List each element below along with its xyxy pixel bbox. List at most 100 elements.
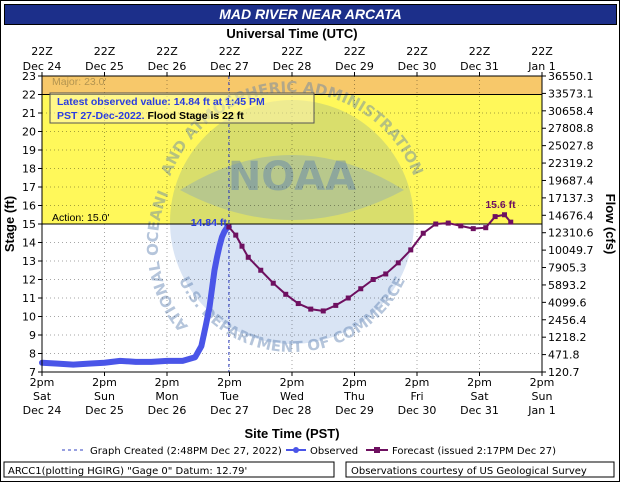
y-tick-label: 21	[22, 107, 36, 120]
annotation-line1: Latest observed value: 14.84 ft at 1:45 …	[57, 96, 265, 108]
y2-tick-label: 27808.8	[548, 122, 594, 135]
top-tick-label-time: 22Z	[281, 45, 303, 58]
forecast-point	[320, 308, 326, 314]
y-tick-label: 12	[22, 274, 36, 287]
y-tick-label: 13	[22, 255, 36, 268]
forecast-point	[270, 280, 276, 286]
top-tick-label-time: 22Z	[156, 45, 178, 58]
legend-forecast-marker	[374, 447, 380, 453]
bottom-tick-label-day: Wed	[280, 390, 304, 403]
y2-tick-label: 30658.4	[548, 105, 594, 118]
bottom-tick-label-time: 2pm	[30, 376, 55, 389]
forecast-point	[233, 232, 239, 238]
bottom-tick-label-date: Dec 24	[23, 404, 62, 417]
y-tick-label: 9	[29, 329, 36, 342]
legend-observed-label: Observed	[310, 446, 358, 457]
bottom-tick-label-time: 2pm	[217, 376, 242, 389]
forecast-peak-label: 15.6 ft	[485, 199, 516, 211]
y2-tick-label: 10049.7	[548, 244, 594, 257]
footer-left-box	[3, 461, 335, 478]
bottom-tick-label-day: Thu	[343, 390, 365, 403]
top-tick-label-date: Dec 25	[85, 60, 124, 73]
top-tick-label-date: Jan 1	[527, 60, 555, 73]
latest-observed-box: Latest observed value: 14.84 ft at 1:45 …	[49, 92, 315, 124]
y-tick-label: 18	[22, 163, 36, 176]
chart-title: MAD RIVER NEAR ARCATA	[219, 6, 402, 22]
bottom-tick-label-date: Dec 29	[335, 404, 374, 417]
top-tick-label-time: 22Z	[344, 45, 366, 58]
bottom-tick-label-time: 2pm	[467, 376, 492, 389]
forecast-point	[408, 247, 414, 253]
bottom-tick-label-day: Sun	[532, 390, 553, 403]
forecast-point	[433, 221, 439, 227]
top-tick-label-time: 22Z	[94, 45, 116, 58]
footer-right-box	[345, 461, 615, 478]
legend: Graph Created (2:48PM Dec 27, 2022) Obse…	[62, 446, 556, 457]
y-tick-label: 19	[22, 144, 36, 157]
y-tick-label: 8	[29, 348, 36, 361]
y2-tick-label: 1218.2	[548, 331, 587, 344]
major-label: Major: 23.0'	[52, 76, 107, 88]
annotation-line2: PST 27-Dec-2022. Flood Stage is 22 ft	[57, 110, 244, 122]
y2-tick-label: 5893.2	[548, 279, 587, 292]
y-tick-label: 22	[22, 89, 36, 102]
noaa-disc	[170, 100, 414, 344]
forecast-point	[383, 271, 389, 277]
top-tick-label-date: Dec 31	[460, 60, 499, 73]
top-tick-label-time: 22Z	[31, 45, 53, 58]
bottom-tick-label-day: Sat	[33, 390, 52, 403]
annotation-box	[49, 92, 315, 124]
bottom-tick-label-day: Sat	[470, 390, 489, 403]
bottom-tick-label-date: Dec 30	[398, 404, 437, 417]
top-tick-label-time: 22Z	[219, 45, 241, 58]
legend-created-label: Graph Created (2:48PM Dec 27, 2022)	[90, 446, 282, 457]
forecast-point	[295, 301, 301, 307]
forecast-point	[370, 277, 376, 282]
bottom-tick-label-time: 2pm	[280, 376, 305, 389]
bottom-tick-label-date: Jan 1	[527, 404, 555, 417]
y-tick-label: 7	[29, 366, 36, 379]
major-flood-band	[42, 76, 542, 95]
y2-tick-label: 471.8	[548, 349, 580, 362]
forecast-point	[345, 295, 351, 301]
noaa-logo-text: NOAA	[228, 154, 356, 200]
forecast-point	[333, 302, 339, 308]
top-tick-label-date: Dec 30	[398, 60, 437, 73]
y-tick-label: 15	[22, 218, 36, 231]
bottom-tick-label-day: Sun	[94, 390, 115, 403]
forecast-point	[458, 223, 464, 229]
footer: ARCC1(plotting HGIRG) "Gage 0" Datum: 12…	[3, 461, 615, 478]
action-label: Action: 15.0'	[52, 212, 109, 224]
forecast-point	[445, 220, 451, 226]
y2-tick-label: 25027.8	[548, 140, 594, 153]
forecast-point	[308, 306, 314, 312]
forecast-point	[245, 254, 251, 260]
y-tick-label: 10	[22, 311, 36, 324]
bottom-tick-label-time: 2pm	[530, 376, 555, 389]
forecast-point	[508, 219, 514, 225]
top-tick-label-time: 22Z	[469, 45, 491, 58]
noaa-gull-shape	[180, 155, 404, 220]
top-tick-label-date: Dec 29	[335, 60, 374, 73]
y2-tick-label: 120.7	[548, 366, 580, 379]
y2-tick-label: 2456.4	[548, 314, 587, 327]
series-layer: 14.84 ft 15.6 ft	[39, 199, 516, 368]
forecast-point	[420, 230, 426, 236]
bottom-tick-label-time: 2pm	[342, 376, 367, 389]
top-tick-label-date: Dec 26	[148, 60, 187, 73]
top-tick-label-time: 22Z	[531, 45, 553, 58]
bottom-tick-label-time: 2pm	[155, 376, 180, 389]
y2-tick-label: 33573.1	[548, 87, 594, 100]
y-tick-label: 14	[22, 237, 36, 250]
forecast-point	[283, 291, 289, 297]
y2-tick-label: 7905.3	[548, 262, 587, 275]
forecast-point	[258, 267, 264, 273]
y-axis-title: Stage (ft)	[2, 196, 17, 252]
top-tick-label-date: Dec 24	[23, 60, 62, 73]
y2-tick-label: 19687.4	[548, 174, 594, 187]
bottom-tick-label-date: Dec 28	[273, 404, 312, 417]
forecast-point	[470, 226, 476, 232]
footer-right-text: Observations courtesy of US Geological S…	[351, 466, 587, 477]
